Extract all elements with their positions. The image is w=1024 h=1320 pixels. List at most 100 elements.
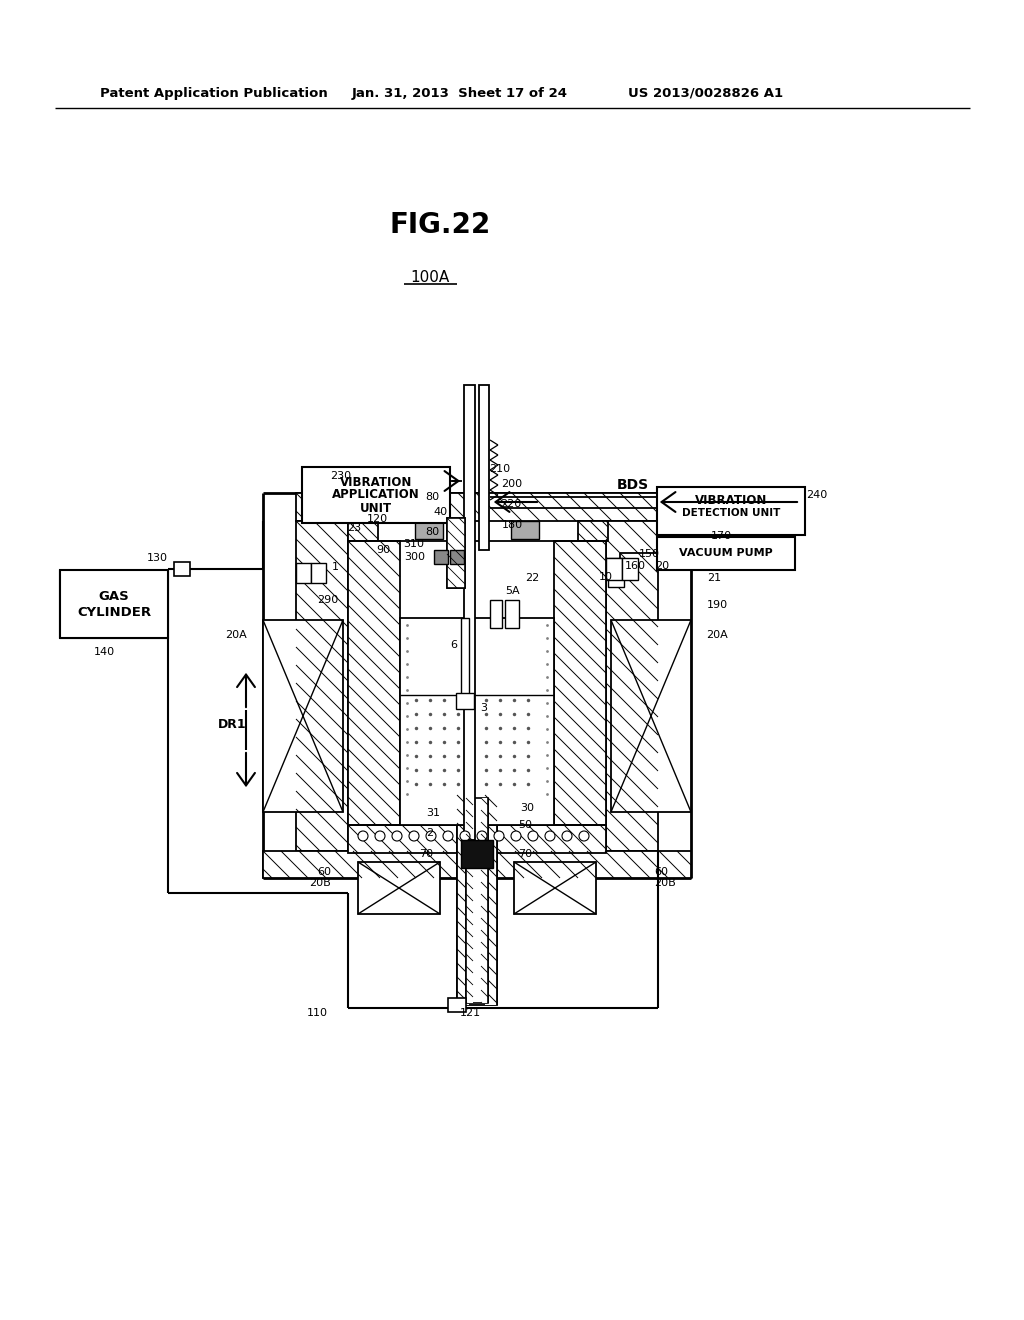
Circle shape bbox=[409, 832, 419, 841]
Text: 290: 290 bbox=[316, 595, 338, 605]
Bar bbox=[464, 385, 475, 840]
Circle shape bbox=[460, 832, 470, 841]
Circle shape bbox=[443, 832, 453, 841]
Text: 190: 190 bbox=[707, 601, 728, 610]
Bar bbox=[461, 618, 469, 696]
Bar bbox=[447, 517, 465, 587]
Bar bbox=[457, 795, 497, 1005]
Bar bbox=[505, 601, 519, 628]
Bar bbox=[511, 521, 539, 539]
Text: 100A: 100A bbox=[411, 271, 450, 285]
Text: 23: 23 bbox=[347, 523, 361, 533]
Bar bbox=[622, 558, 638, 579]
Text: APPLICATION: APPLICATION bbox=[332, 488, 420, 502]
Text: 110: 110 bbox=[307, 1008, 328, 1018]
Circle shape bbox=[426, 832, 436, 841]
Text: VIBRATION: VIBRATION bbox=[340, 475, 413, 488]
Text: 160: 160 bbox=[625, 561, 646, 572]
Bar bbox=[457, 795, 469, 1005]
Text: 150: 150 bbox=[639, 549, 660, 558]
Bar bbox=[311, 564, 326, 583]
Text: VIBRATION: VIBRATION bbox=[695, 494, 767, 507]
Text: 80: 80 bbox=[425, 492, 439, 502]
Bar bbox=[485, 795, 497, 1005]
Circle shape bbox=[511, 832, 521, 841]
Text: 20B: 20B bbox=[654, 878, 676, 888]
Text: 10: 10 bbox=[599, 572, 613, 582]
Text: 230: 230 bbox=[331, 471, 351, 480]
Text: 60: 60 bbox=[317, 867, 331, 876]
Bar bbox=[174, 562, 190, 576]
Bar bbox=[348, 521, 378, 541]
Text: 170: 170 bbox=[711, 531, 732, 541]
Text: 30: 30 bbox=[520, 803, 534, 813]
Bar bbox=[400, 618, 554, 825]
Text: Jan. 31, 2013  Sheet 17 of 24: Jan. 31, 2013 Sheet 17 of 24 bbox=[352, 87, 568, 99]
Text: 120: 120 bbox=[367, 513, 388, 524]
Bar bbox=[296, 521, 348, 851]
Circle shape bbox=[477, 832, 487, 841]
Circle shape bbox=[562, 832, 572, 841]
Text: 50: 50 bbox=[518, 820, 532, 830]
Bar bbox=[60, 570, 168, 638]
Text: 22: 22 bbox=[525, 573, 540, 583]
Bar bbox=[611, 620, 691, 812]
Bar bbox=[554, 541, 606, 825]
Text: 240: 240 bbox=[806, 490, 827, 500]
Text: 200: 200 bbox=[501, 479, 522, 488]
Bar bbox=[434, 550, 449, 564]
Text: UNIT: UNIT bbox=[360, 502, 392, 515]
Text: Patent Application Publication: Patent Application Publication bbox=[100, 87, 328, 99]
Text: 300: 300 bbox=[404, 552, 426, 562]
Circle shape bbox=[579, 832, 589, 841]
Bar bbox=[302, 467, 450, 523]
Bar bbox=[657, 537, 795, 570]
Text: 2: 2 bbox=[426, 828, 433, 838]
Bar bbox=[490, 601, 502, 628]
Text: 31: 31 bbox=[426, 808, 440, 818]
Text: 20: 20 bbox=[655, 561, 669, 572]
Text: 80: 80 bbox=[425, 527, 439, 537]
Text: CYLINDER: CYLINDER bbox=[77, 606, 152, 619]
Text: GAS: GAS bbox=[98, 590, 129, 603]
Text: 21: 21 bbox=[707, 573, 721, 583]
Bar bbox=[348, 825, 606, 853]
Bar bbox=[514, 862, 596, 913]
Bar bbox=[447, 517, 465, 587]
Text: 6: 6 bbox=[450, 640, 457, 649]
Bar bbox=[456, 693, 474, 709]
Bar bbox=[348, 541, 400, 825]
Text: VACUUM PUMP: VACUUM PUMP bbox=[679, 548, 773, 558]
Text: 310: 310 bbox=[403, 539, 425, 549]
Bar bbox=[481, 799, 488, 1003]
Bar bbox=[606, 521, 658, 851]
Circle shape bbox=[375, 832, 385, 841]
Text: 121: 121 bbox=[460, 1008, 480, 1018]
Text: 20B: 20B bbox=[309, 878, 331, 888]
Bar bbox=[449, 998, 466, 1012]
Text: 3: 3 bbox=[480, 704, 487, 713]
Text: US 2013/0028826 A1: US 2013/0028826 A1 bbox=[628, 87, 783, 99]
Text: 70: 70 bbox=[419, 849, 433, 859]
Bar bbox=[296, 492, 658, 521]
Text: 140: 140 bbox=[93, 647, 115, 657]
Text: 20A: 20A bbox=[225, 630, 247, 640]
Text: 40: 40 bbox=[434, 507, 449, 517]
Bar bbox=[608, 558, 624, 572]
Text: 5A: 5A bbox=[505, 586, 519, 597]
Text: 90: 90 bbox=[376, 545, 390, 554]
Bar bbox=[263, 620, 343, 812]
Text: 1: 1 bbox=[332, 562, 339, 572]
Text: 60: 60 bbox=[654, 867, 668, 876]
Text: 220: 220 bbox=[500, 499, 521, 510]
Text: DETECTION UNIT: DETECTION UNIT bbox=[682, 508, 780, 517]
Bar bbox=[461, 840, 493, 869]
Text: 180: 180 bbox=[502, 520, 523, 531]
Bar bbox=[466, 799, 473, 1003]
Circle shape bbox=[392, 832, 402, 841]
Bar bbox=[608, 573, 624, 587]
Text: DR1: DR1 bbox=[218, 718, 247, 731]
Text: 70: 70 bbox=[518, 849, 532, 859]
Text: FIG.22: FIG.22 bbox=[389, 211, 490, 239]
Bar bbox=[296, 564, 311, 583]
